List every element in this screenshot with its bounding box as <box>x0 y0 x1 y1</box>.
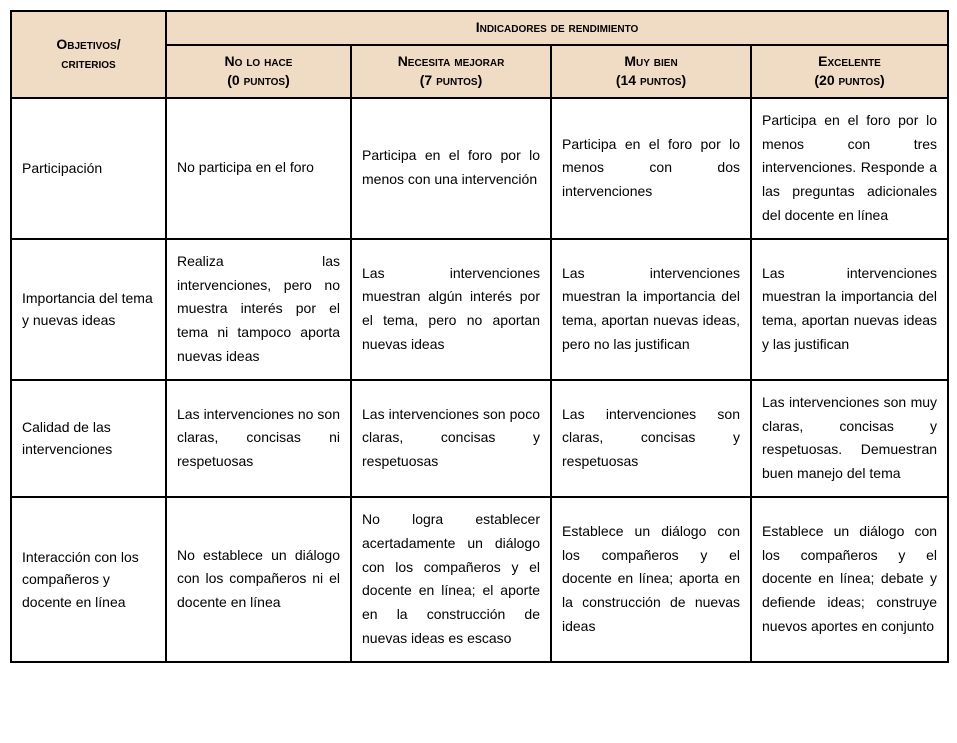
header-criteria: Objetivos/ criterios <box>11 11 166 98</box>
row-cell: Participa en el foro por lo menos con un… <box>351 98 551 239</box>
row-cell: No participa en el foro <box>166 98 351 239</box>
header-criteria-line1: Objetivos/ <box>56 36 120 52</box>
row-cell: Establece un diálogo con los compañeros … <box>751 497 948 662</box>
header-level-1-name: Necesita mejorar <box>398 53 505 69</box>
header-level-2-points: (14 puntos) <box>558 71 744 91</box>
row-label: Calidad de las intervenciones <box>11 380 166 497</box>
row-cell: No establece un diálogo con los compañer… <box>166 497 351 662</box>
header-level-3-name: Excelente <box>818 53 881 69</box>
header-level-0-name: No lo hace <box>225 53 293 69</box>
header-criteria-line2: criterios <box>18 54 159 74</box>
header-indicators: Indicadores de rendimiento <box>166 11 948 45</box>
table-row: Participación No participa en el foro Pa… <box>11 98 948 239</box>
row-cell: Las intervenciones son poco claras, conc… <box>351 380 551 497</box>
row-cell: Las intervenciones son claras, concisas … <box>551 380 751 497</box>
header-level-0-points: (0 puntos) <box>173 71 344 91</box>
row-cell: Participa en el foro por lo menos con do… <box>551 98 751 239</box>
row-cell: No logra establecer acertadamente un diá… <box>351 497 551 662</box>
header-level-1: Necesita mejorar (7 puntos) <box>351 45 551 98</box>
table-row: Importancia del tema y nuevas ideas Real… <box>11 239 948 380</box>
row-label: Interacción con los compañeros y docente… <box>11 497 166 662</box>
row-cell: Las intervenciones muestran la importanc… <box>551 239 751 380</box>
header-level-2-name: Muy bien <box>624 53 677 69</box>
header-level-1-points: (7 puntos) <box>358 71 544 91</box>
table-row: Calidad de las intervenciones Las interv… <box>11 380 948 497</box>
header-level-2: Muy bien (14 puntos) <box>551 45 751 98</box>
row-label: Participación <box>11 98 166 239</box>
row-cell: Las intervenciones muestran la importanc… <box>751 239 948 380</box>
row-label: Importancia del tema y nuevas ideas <box>11 239 166 380</box>
rubric-table: Objetivos/ criterios Indicadores de rend… <box>10 10 949 663</box>
row-cell: Las intervenciones muestran algún interé… <box>351 239 551 380</box>
row-cell: Las intervenciones son muy claras, conci… <box>751 380 948 497</box>
header-level-3-points: (20 puntos) <box>758 71 941 91</box>
row-cell: Establece un diálogo con los compañeros … <box>551 497 751 662</box>
header-level-3: Excelente (20 puntos) <box>751 45 948 98</box>
header-level-0: No lo hace (0 puntos) <box>166 45 351 98</box>
row-cell: Las intervenciones no son claras, concis… <box>166 380 351 497</box>
row-cell: Realiza las intervenciones, pero no mues… <box>166 239 351 380</box>
table-row: Interacción con los compañeros y docente… <box>11 497 948 662</box>
row-cell: Participa en el foro por lo menos con tr… <box>751 98 948 239</box>
